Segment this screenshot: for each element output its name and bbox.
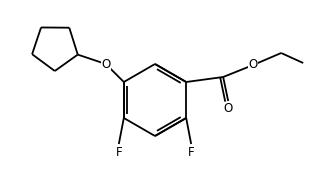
Text: F: F: [188, 147, 194, 160]
Text: O: O: [249, 59, 258, 72]
Text: F: F: [116, 147, 122, 160]
Text: O: O: [101, 57, 110, 70]
Text: O: O: [224, 102, 233, 115]
